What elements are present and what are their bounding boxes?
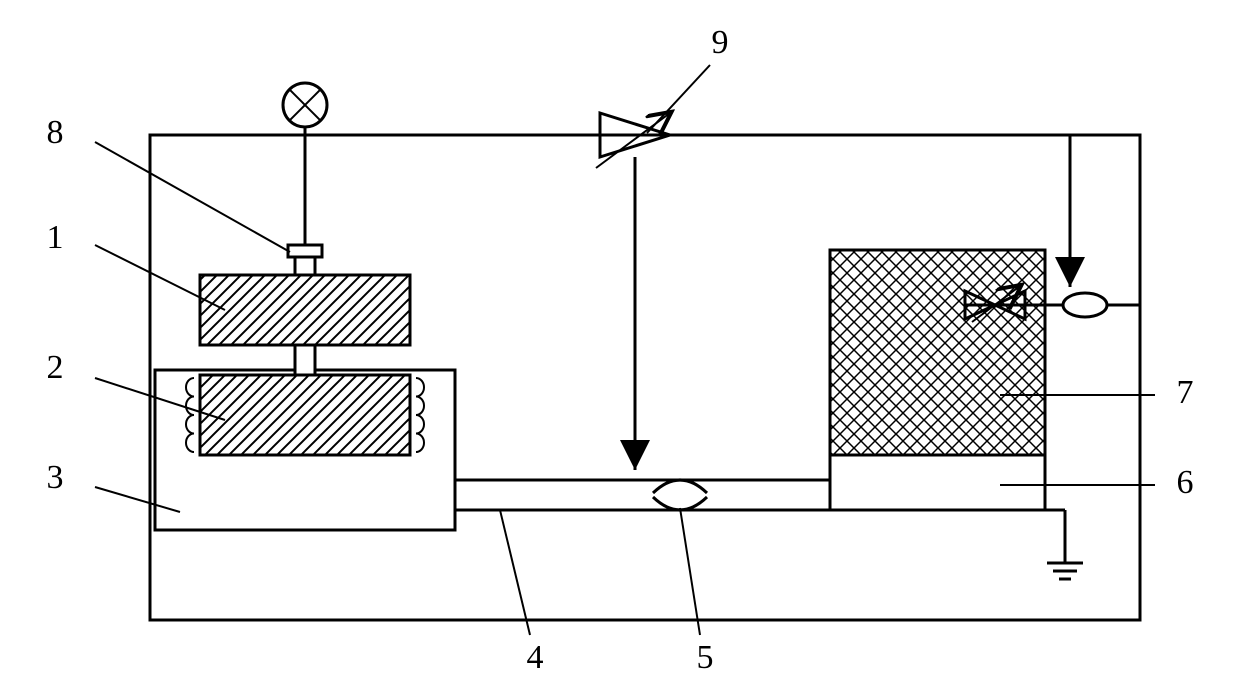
valve-top-arc [653,480,707,493]
label-l5: 5 [697,639,714,676]
leader-l5 [680,508,700,635]
label-l8: 8 [47,114,64,151]
plug-cap-8 [288,245,322,257]
label-l6: 6 [1177,464,1194,501]
upper-slab-1 [200,275,410,345]
label-l2: 2 [47,349,64,386]
lower-slab-2 [200,375,410,455]
label-l3: 3 [47,459,64,496]
label-l9: 9 [712,24,729,61]
label-l7: 7 [1177,374,1194,411]
label-l1: 1 [47,219,64,256]
coil-left [186,378,194,452]
coil-right [416,378,424,452]
label-l4: 4 [527,639,544,676]
leader-l8 [95,142,290,252]
source-oval [1063,293,1107,317]
leader-l3 [95,487,180,512]
right-block-hatch-7 [830,250,1045,455]
slab-connector [295,345,315,375]
leader-l4 [500,510,530,635]
leader-l9 [647,65,710,133]
